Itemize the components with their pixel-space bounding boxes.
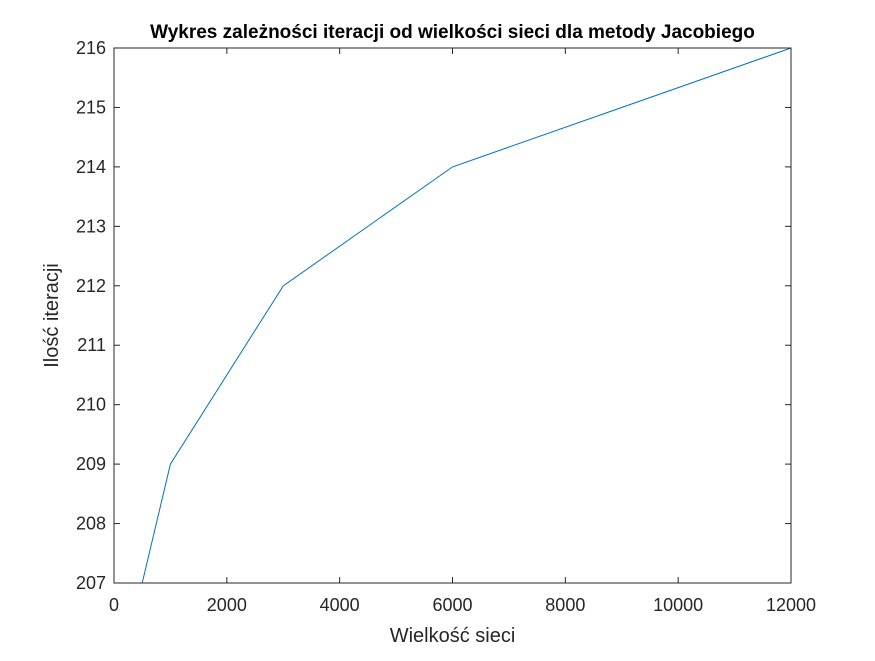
- plot-frame: [113, 47, 792, 584]
- y-tick-label: 210: [76, 395, 106, 415]
- y-axis-label: Ilość iteracji: [41, 263, 63, 367]
- chart-title: Wykres zależności iteracji od wielkości …: [150, 22, 755, 43]
- x-tick-label: 2000: [207, 595, 247, 615]
- y-tick-label: 216: [76, 38, 106, 58]
- y-tick-label: 209: [76, 454, 106, 474]
- x-tick-label: 8000: [545, 595, 585, 615]
- y-tick-label: 213: [76, 216, 106, 236]
- x-axis-label: Wielkość sieci: [390, 625, 516, 647]
- x-tick-label: 10000: [653, 595, 703, 615]
- x-tick-label: 12000: [766, 595, 816, 615]
- series-layer: [141, 47, 792, 584]
- y-tick-label: 214: [76, 157, 106, 177]
- plot-area: [114, 48, 791, 583]
- y-tick-label: 211: [77, 335, 106, 355]
- y-tick-label: 215: [76, 97, 106, 117]
- y-tick-label: 208: [76, 514, 106, 534]
- series-line: [141, 47, 792, 584]
- x-tick-label: 4000: [320, 595, 360, 615]
- y-tick-label: 207: [76, 573, 106, 593]
- y-tick-label: 212: [76, 276, 106, 296]
- ticks-layer: 0 2000 4000 6000 8000 10000 12000 207 208 209 210 2…: [76, 38, 816, 615]
- x-tick-label: 0: [109, 595, 119, 615]
- x-tick-label: 6000: [432, 595, 472, 615]
